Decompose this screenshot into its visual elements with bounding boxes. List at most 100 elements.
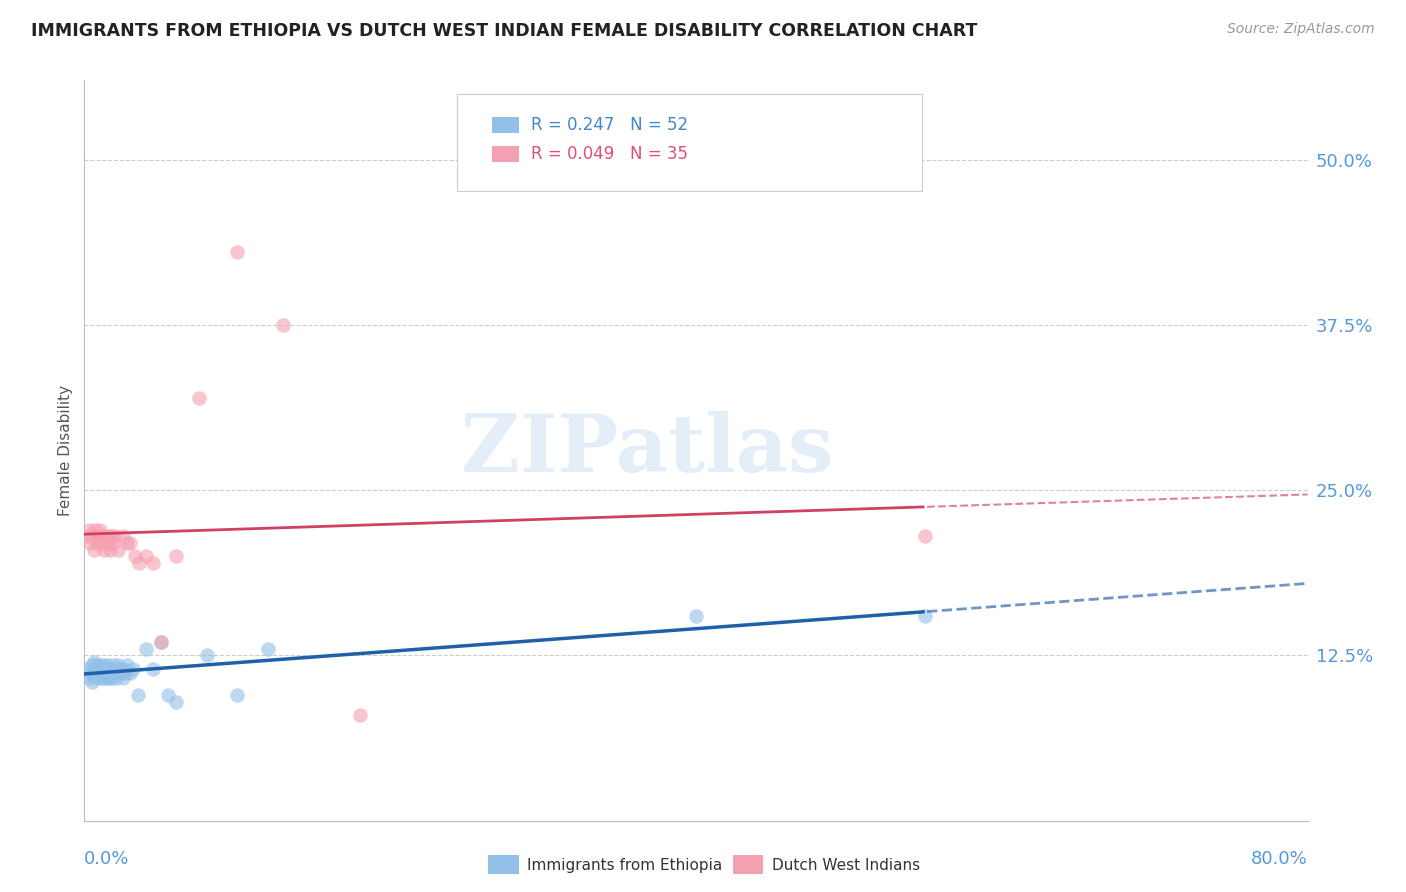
FancyBboxPatch shape — [733, 855, 763, 874]
Point — [80, 657, 103, 672]
Point — [122, 662, 145, 676]
Text: R = 0.247   N = 52: R = 0.247 N = 52 — [531, 116, 688, 134]
Text: ZIPatlas: ZIPatlas — [461, 411, 834, 490]
Point — [87, 665, 110, 680]
Text: Dutch West Indians: Dutch West Indians — [772, 857, 920, 872]
Point — [86, 529, 108, 543]
Point — [120, 536, 142, 550]
Point — [80, 529, 103, 543]
FancyBboxPatch shape — [492, 117, 519, 133]
Point — [104, 665, 127, 680]
Point — [91, 529, 114, 543]
Point — [91, 657, 114, 672]
Point — [90, 665, 112, 680]
Point — [93, 542, 115, 557]
Point — [157, 688, 180, 702]
Point — [914, 608, 936, 623]
Point — [83, 665, 105, 680]
Point — [83, 655, 105, 669]
Point — [135, 549, 157, 564]
Point — [685, 608, 707, 623]
Point — [124, 549, 146, 564]
Point — [226, 245, 249, 260]
Point — [114, 665, 136, 680]
Text: IMMIGRANTS FROM ETHIOPIA VS DUTCH WEST INDIAN FEMALE DISABILITY CORRELATION CHAR: IMMIGRANTS FROM ETHIOPIA VS DUTCH WEST I… — [31, 22, 977, 40]
Point — [195, 648, 218, 663]
Text: R = 0.049   N = 35: R = 0.049 N = 35 — [531, 145, 688, 163]
Point — [135, 641, 157, 656]
Point — [87, 529, 110, 543]
Point — [349, 707, 371, 722]
Point — [107, 542, 129, 557]
Point — [86, 668, 108, 682]
Point — [87, 662, 110, 676]
Point — [86, 536, 108, 550]
Point — [96, 657, 118, 672]
Point — [226, 688, 249, 702]
Point — [89, 671, 111, 685]
Point — [271, 318, 294, 332]
FancyBboxPatch shape — [488, 855, 519, 874]
Point — [93, 662, 115, 676]
Point — [111, 529, 134, 543]
Point — [257, 641, 280, 656]
Point — [77, 523, 100, 537]
Point — [76, 529, 98, 543]
Y-axis label: Female Disability: Female Disability — [58, 384, 73, 516]
FancyBboxPatch shape — [492, 146, 519, 162]
Point — [165, 695, 187, 709]
Text: Source: ZipAtlas.com: Source: ZipAtlas.com — [1227, 22, 1375, 37]
Point — [94, 671, 117, 685]
Point — [76, 662, 98, 676]
Point — [101, 662, 124, 676]
Point — [84, 671, 107, 685]
Point — [101, 529, 124, 543]
Point — [89, 657, 111, 672]
Point — [115, 657, 138, 672]
Point — [107, 657, 129, 672]
Point — [98, 542, 121, 557]
Point — [127, 688, 149, 702]
Point — [98, 665, 121, 680]
Point — [79, 536, 101, 550]
Text: Immigrants from Ethiopia: Immigrants from Ethiopia — [527, 857, 723, 872]
FancyBboxPatch shape — [457, 94, 922, 191]
Point — [79, 665, 101, 680]
Point — [165, 549, 187, 564]
Point — [105, 671, 128, 685]
Point — [101, 671, 124, 685]
Point — [104, 529, 127, 543]
Point — [142, 556, 165, 570]
Point — [86, 657, 108, 672]
Point — [110, 665, 132, 680]
Point — [188, 391, 211, 405]
Point — [89, 523, 111, 537]
Text: 0.0%: 0.0% — [84, 850, 129, 868]
Point — [149, 635, 172, 649]
Point — [914, 529, 936, 543]
Point — [84, 662, 107, 676]
Point — [149, 635, 172, 649]
Point — [111, 671, 134, 685]
Point — [80, 674, 103, 689]
Point — [97, 671, 120, 685]
Point — [142, 662, 165, 676]
Point — [120, 665, 142, 680]
Point — [84, 523, 107, 537]
Point — [115, 536, 138, 550]
Point — [90, 536, 112, 550]
Point — [91, 671, 114, 685]
Point — [96, 665, 118, 680]
Point — [112, 662, 135, 676]
Point — [93, 665, 115, 680]
Point — [97, 529, 120, 543]
Point — [83, 542, 105, 557]
Point — [96, 536, 118, 550]
Point — [128, 556, 150, 570]
Text: 80.0%: 80.0% — [1251, 850, 1308, 868]
Point — [97, 662, 120, 676]
Point — [108, 662, 131, 676]
Point — [103, 657, 125, 672]
Point — [77, 671, 100, 685]
Point — [94, 529, 117, 543]
